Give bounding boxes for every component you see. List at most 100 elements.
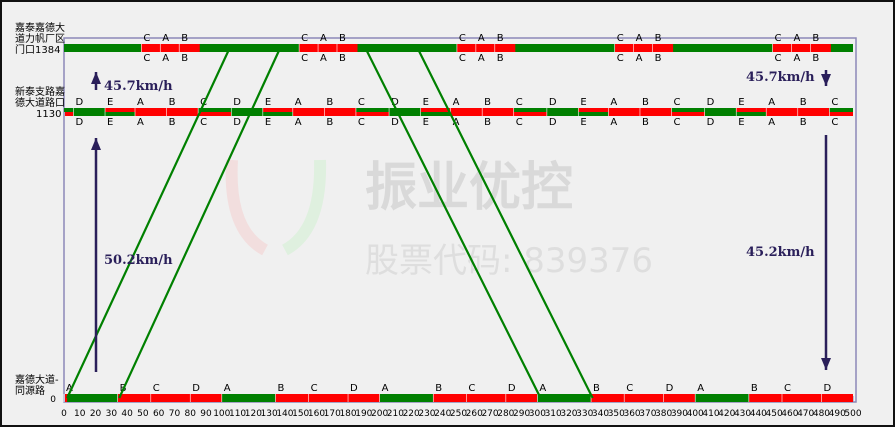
phase-label: D (233, 97, 241, 108)
phase-label: C (516, 117, 523, 128)
x-tick-label: 90 (200, 409, 212, 419)
phase-label: C (301, 33, 308, 44)
x-tick-label: 200 (371, 409, 388, 419)
phase-label: C (674, 117, 681, 128)
x-tick-label: 400 (687, 409, 704, 419)
phase-label: B (484, 117, 491, 128)
y-origin-label: 0 (50, 395, 56, 405)
phase-label: E (107, 117, 113, 128)
x-tick-label: 460 (781, 409, 798, 419)
speed-label-north_upper: 45.7km/h (104, 79, 173, 94)
watermark-logo-icon (225, 159, 269, 256)
phase-label: D (391, 117, 399, 128)
phase-label: D (75, 97, 83, 108)
phase-label: C (831, 97, 838, 108)
x-tick-label: 370 (639, 409, 656, 419)
x-tick-label: 310 (545, 409, 562, 419)
phase-label: B (655, 53, 662, 64)
phase-label: B (181, 33, 188, 44)
phase-label: C (626, 383, 633, 394)
phase-label: A (162, 33, 169, 44)
x-tick-label: 140 (276, 409, 293, 419)
phase-label: C (459, 53, 466, 64)
phase-label: D (707, 117, 715, 128)
x-tick-label: 420 (718, 409, 735, 419)
x-tick-label: 150 (292, 409, 309, 419)
intersection-name: 嘉泰嘉德大 (15, 21, 65, 34)
phase-label: E (423, 117, 429, 128)
phase-label: D (508, 383, 516, 394)
phase-label: C (617, 33, 624, 44)
phase-label: B (642, 117, 649, 128)
intersection-name: 德大道路口 (15, 96, 65, 109)
phase-label: B (326, 97, 333, 108)
phase-label: D (233, 117, 241, 128)
phase-label: C (784, 383, 791, 394)
phase-label: C (516, 97, 523, 108)
speed-label-north_lower: 50.2km/h (104, 253, 173, 268)
x-tick-label: 260 (466, 409, 483, 419)
x-tick-label: 390 (671, 409, 688, 419)
phase-label: C (358, 97, 365, 108)
x-tick-label: 180 (339, 409, 356, 419)
x-tick-label: 170 (324, 409, 341, 419)
phase-label: E (738, 97, 744, 108)
phase-label: C (674, 97, 681, 108)
x-tick-label: 10 (74, 409, 86, 419)
phase-label: E (265, 97, 271, 108)
phase-label: A (793, 33, 800, 44)
phase-label: C (311, 383, 318, 394)
x-tick-label: 300 (529, 409, 546, 419)
phase-label: A (137, 97, 144, 108)
x-tick-label: 40 (121, 409, 133, 419)
phase-label: D (549, 117, 557, 128)
south-lower-arrow-icon-head (821, 358, 831, 370)
watermark-stock: 股票代码: 839376 (365, 241, 653, 281)
phase-label: E (107, 97, 113, 108)
phase-label: B (497, 33, 504, 44)
phase-label: C (358, 117, 365, 128)
phase-label: B (277, 383, 284, 394)
x-tick-label: 50 (137, 409, 149, 419)
phase-label: B (169, 117, 176, 128)
x-tick-label: 60 (153, 409, 165, 419)
phase-label: A (320, 33, 327, 44)
phase-label: C (775, 53, 782, 64)
watermark-logo-icon (281, 159, 327, 256)
intersection-name: 嘉德大道- (15, 373, 59, 386)
intersection-name: 1130 (36, 109, 61, 120)
x-tick-label: 160 (308, 409, 325, 419)
phase-label: A (224, 383, 231, 394)
intersection-name: 同源路 (15, 384, 45, 397)
phase-label: D (707, 97, 715, 108)
phase-label: B (751, 383, 758, 394)
phase-label: B (593, 383, 600, 394)
green-wave-line (118, 47, 282, 399)
phase-label: E (265, 117, 271, 128)
x-tick-label: 250 (450, 409, 467, 419)
phase-label: D (192, 383, 200, 394)
phase-label: C (459, 33, 466, 44)
x-tick-label: 130 (261, 409, 278, 419)
x-tick-label: 450 (766, 409, 783, 419)
phase-label: D (549, 97, 557, 108)
phase-label: A (768, 97, 775, 108)
phase-label: B (339, 33, 346, 44)
north-upper-arrow-icon-head (91, 72, 101, 84)
phase-label: A (697, 383, 704, 394)
x-tick-label: 100 (213, 409, 230, 419)
phase-label: E (423, 97, 429, 108)
phase-label: E (580, 97, 586, 108)
phase-label: A (453, 117, 460, 128)
phase-label: A (453, 97, 460, 108)
phase-label: A (478, 33, 485, 44)
phase-label: A (610, 97, 617, 108)
x-tick-label: 330 (576, 409, 593, 419)
x-tick-label: 440 (750, 409, 767, 419)
phase-label: E (580, 117, 586, 128)
phase-label: A (793, 53, 800, 64)
phase-label: C (775, 33, 782, 44)
phase-label: A (636, 33, 643, 44)
phase-label: B (800, 117, 807, 128)
